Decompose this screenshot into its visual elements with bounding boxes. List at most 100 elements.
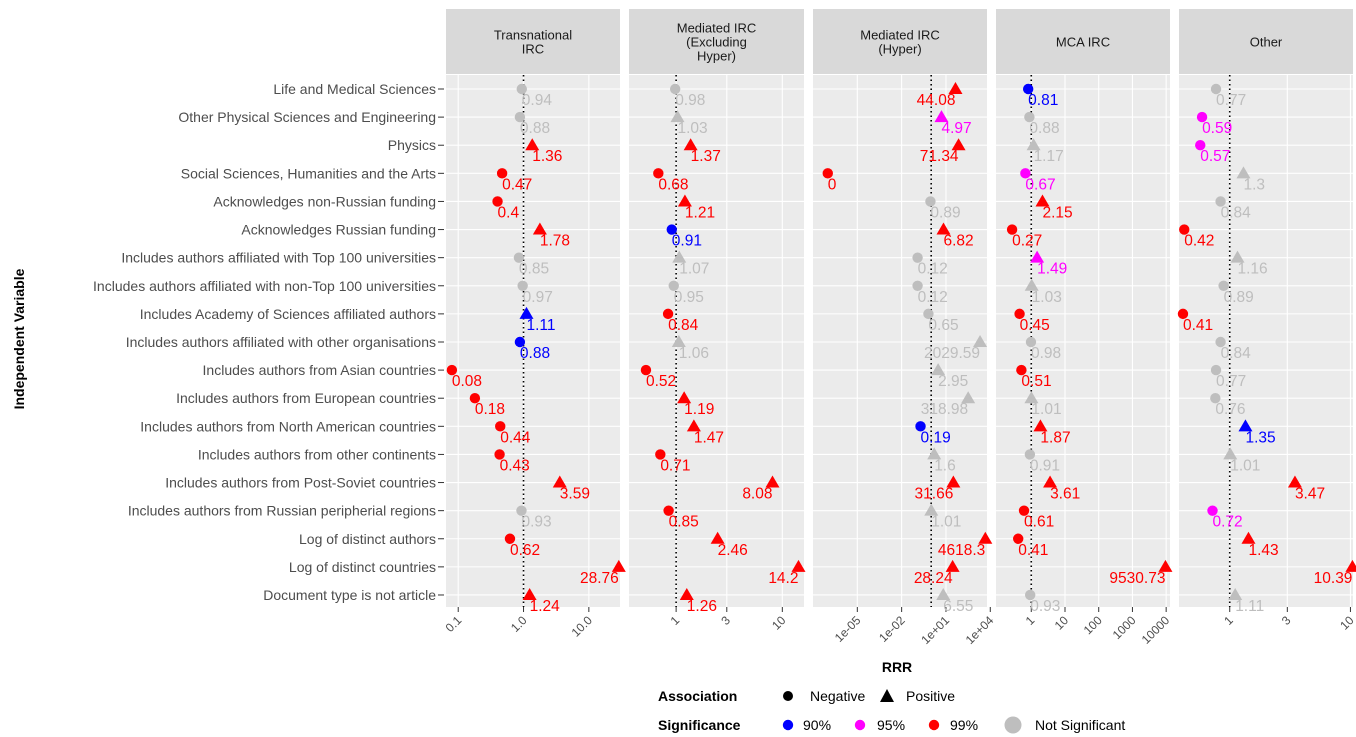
data-label: 0.43 bbox=[500, 457, 530, 474]
panel-background bbox=[996, 75, 1170, 607]
facet-strip bbox=[996, 9, 1170, 74]
legend-negative-label: Negative bbox=[810, 688, 865, 704]
y-tick-label: Social Sciences, Humanities and the Arts bbox=[181, 165, 436, 181]
data-label: 0.95 bbox=[674, 289, 704, 306]
data-label: 1.03 bbox=[677, 120, 707, 137]
legend-significance-marker bbox=[928, 719, 940, 731]
data-point-positive bbox=[552, 475, 567, 488]
data-label: 0.91 bbox=[1030, 457, 1060, 474]
y-tick-label: Life and Medical Sciences bbox=[273, 81, 436, 97]
data-label: 0.12 bbox=[918, 261, 948, 278]
x-tick-label: 10 bbox=[769, 613, 789, 633]
data-point-negative bbox=[1196, 111, 1208, 123]
x-tick-label: 0.1 bbox=[443, 613, 465, 635]
y-tick-label: Acknowledges Russian funding bbox=[241, 222, 436, 238]
data-point-negative bbox=[925, 196, 936, 207]
data-label: 0.97 bbox=[523, 289, 553, 306]
facet-panel: Other 1 3 10 0.77 0.59 0.57 1.3 0.84 0.42 1.16 0.89… bbox=[1177, 9, 1356, 633]
data-label: 0.19 bbox=[921, 429, 951, 446]
data-label: 0.72 bbox=[1213, 514, 1243, 531]
data-point-negative bbox=[1022, 83, 1034, 95]
data-label: 4618.3 bbox=[938, 542, 985, 559]
y-tick-label: Includes authors affiliated with Top 100… bbox=[121, 250, 436, 266]
data-label: 0.42 bbox=[1184, 233, 1214, 250]
data-point-negative bbox=[516, 83, 527, 95]
data-label: 0.88 bbox=[520, 345, 550, 362]
data-point-negative bbox=[492, 196, 503, 207]
data-label: 6.55 bbox=[943, 598, 973, 615]
data-label: 0.57 bbox=[1200, 148, 1230, 165]
data-point-positive bbox=[1035, 194, 1050, 207]
data-point-positive bbox=[961, 391, 976, 404]
legend-association-title: Association bbox=[658, 688, 737, 704]
legend-significance-marker bbox=[782, 719, 794, 731]
data-point-negative bbox=[504, 533, 516, 544]
data-point-negative bbox=[822, 168, 833, 179]
data-point-negative bbox=[496, 168, 508, 179]
data-label: 0.59 bbox=[1202, 120, 1232, 137]
data-point-positive bbox=[522, 587, 537, 600]
data-point-negative bbox=[1179, 224, 1190, 235]
x-tick-label: 1000 bbox=[1110, 613, 1139, 642]
data-label: 0.98 bbox=[1031, 345, 1061, 362]
data-point-negative bbox=[915, 421, 926, 432]
data-point-negative bbox=[514, 111, 526, 123]
data-label: 10.39 bbox=[1314, 570, 1353, 587]
x-tick-label: 1e+01 bbox=[918, 613, 952, 647]
data-point-positive bbox=[679, 587, 694, 600]
data-point-positive bbox=[765, 475, 780, 488]
data-label: 28.76 bbox=[580, 570, 619, 587]
data-point-negative bbox=[663, 505, 674, 516]
data-point-positive bbox=[948, 82, 963, 94]
data-point-negative bbox=[516, 505, 527, 516]
x-tick-label: 1e-05 bbox=[832, 613, 864, 645]
data-point-positive bbox=[1024, 278, 1039, 291]
data-label: 0.4 bbox=[498, 204, 520, 221]
facet-strip bbox=[813, 9, 987, 74]
legend-negative-marker bbox=[783, 691, 793, 701]
data-point-positive bbox=[924, 503, 939, 516]
y-tick-label: Includes authors affiliated with other o… bbox=[126, 334, 436, 350]
data-label: 0.08 bbox=[452, 373, 482, 390]
data-label: 1.17 bbox=[1034, 148, 1064, 165]
x-tick-label: 10 bbox=[1337, 613, 1356, 633]
data-label: 0.52 bbox=[646, 373, 676, 390]
facet-title: Mediated IRC (Hyper) bbox=[860, 28, 939, 57]
data-point-negative bbox=[1025, 589, 1036, 601]
data-label: 2.95 bbox=[938, 373, 968, 390]
data-point-positive bbox=[1026, 138, 1041, 151]
data-label: 0.93 bbox=[521, 514, 551, 531]
data-point-positive bbox=[1158, 559, 1173, 572]
x-tick-label: 100 bbox=[1081, 613, 1105, 637]
data-point-negative bbox=[640, 364, 652, 376]
data-label: 2.46 bbox=[718, 542, 748, 559]
legend-significance-label: 95% bbox=[877, 717, 905, 733]
data-label: 8.08 bbox=[742, 486, 772, 503]
panel-background bbox=[446, 75, 620, 607]
data-label: 1.16 bbox=[1238, 261, 1268, 278]
data-point-negative bbox=[653, 168, 664, 179]
data-label: 0.85 bbox=[519, 261, 549, 278]
data-label: 0.89 bbox=[930, 204, 960, 221]
data-label: 0.91 bbox=[672, 233, 702, 250]
data-point-positive bbox=[677, 391, 692, 404]
data-label: 9530.73 bbox=[1109, 570, 1165, 587]
data-point-negative bbox=[1207, 505, 1218, 516]
x-tick-label: 1e-02 bbox=[876, 613, 908, 645]
data-label: 0.71 bbox=[660, 457, 690, 474]
data-label: 0.98 bbox=[675, 92, 705, 109]
data-label: 0.85 bbox=[669, 514, 699, 531]
data-point-negative bbox=[1024, 449, 1036, 460]
legend-significance-label: 99% bbox=[950, 717, 978, 733]
data-label: 1.35 bbox=[1245, 429, 1275, 446]
x-tick-label: 1 bbox=[1221, 613, 1236, 628]
data-label: 31.66 bbox=[915, 486, 954, 503]
data-point-positive bbox=[945, 559, 960, 572]
data-point-negative bbox=[1195, 140, 1206, 151]
x-tick-label: 3 bbox=[1279, 613, 1294, 628]
data-label: 0 bbox=[828, 176, 837, 193]
data-label: 0.18 bbox=[475, 401, 505, 418]
data-label: 0.12 bbox=[918, 289, 948, 306]
